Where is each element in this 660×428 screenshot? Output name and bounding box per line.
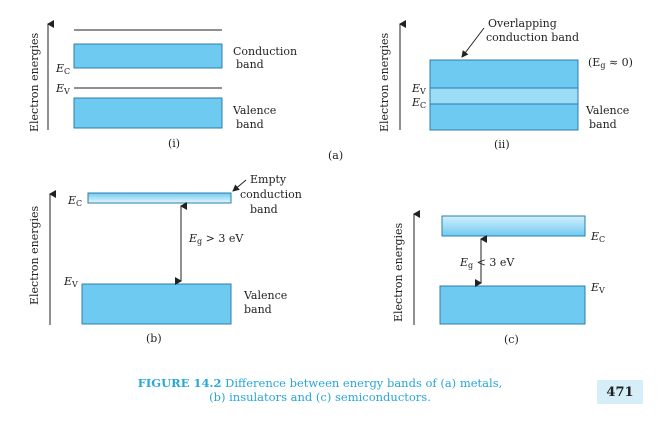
ev-label: EV [55,82,70,96]
panel-a-label: (a) [328,149,343,162]
panel-b: Electron energies EC EV Eg > 3 eV Empty … [28,173,302,345]
valence-band [73,97,223,129]
eg-zero-label: (Eg ≈ 0) [588,56,633,70]
sublabel-i: (i) [168,137,180,150]
gap-label: Eg > 3 eV [188,232,244,246]
ec-label: EC [590,230,605,244]
axis-label: Electron energies [28,32,41,132]
conduction-band [441,215,586,237]
conduction-band [73,43,223,69]
empty-band-label-3: band [250,203,278,216]
axis-label: Electron energies [28,205,41,305]
overlap-label-1: Overlapping [488,17,557,30]
valence-band [439,285,586,325]
conduction-band-label-2: band [236,58,264,71]
ev-label: EV [63,275,78,289]
overlap-label-2: conduction band [486,31,579,44]
panel-a-ii: Electron energies Overlapping conduction… [378,17,633,151]
panel-c: Electron energies Eg < 3 eV EC EV (c) [392,210,605,346]
ec-label: EC [55,62,70,76]
overlap-region [430,88,578,104]
empty-band-pointer [232,179,247,192]
ev-label: EV [590,281,605,295]
valence-band-label-2: band [589,118,617,131]
caption-text-1: Difference between energy bands of (a) m… [221,376,503,390]
figure-label: FIGURE 14.2 [137,376,222,390]
sublabel-c: (c) [504,333,519,346]
axis-label: Electron energies [378,32,391,132]
figure-caption: FIGURE 14.2 Difference between energy ba… [100,376,540,404]
valence-band-label-2: band [244,303,272,316]
overlap-pointer [461,27,485,58]
gap-label: Eg < 3 eV [459,256,515,270]
caption-line-1: FIGURE 14.2 Difference between energy ba… [100,376,540,390]
sublabel-b: (b) [146,332,162,345]
valence-band [81,283,232,325]
sublabel-ii: (ii) [494,138,510,151]
ec-label: EC [411,96,426,110]
panel-a-i: Electron energies EC EV Conduction band … [28,20,297,150]
conduction-band-label-1: Conduction [233,45,297,58]
ec-label: EC [67,194,82,208]
ev-label: EV [411,82,426,96]
valence-band-label-1: Valence [585,104,629,117]
valence-band-label-1: Valence [243,289,287,302]
empty-band-label-1: Empty [250,173,287,186]
empty-band-label-2: conduction [240,188,302,201]
caption-line-2: (b) insulators and (c) semiconductors. [209,390,431,404]
page-number: 471 [597,380,643,404]
valence-band-label-2: band [236,118,264,131]
axis-label: Electron energies [392,222,405,322]
empty-conduction-band [87,192,232,204]
valence-band-label-1: Valence [232,104,276,117]
